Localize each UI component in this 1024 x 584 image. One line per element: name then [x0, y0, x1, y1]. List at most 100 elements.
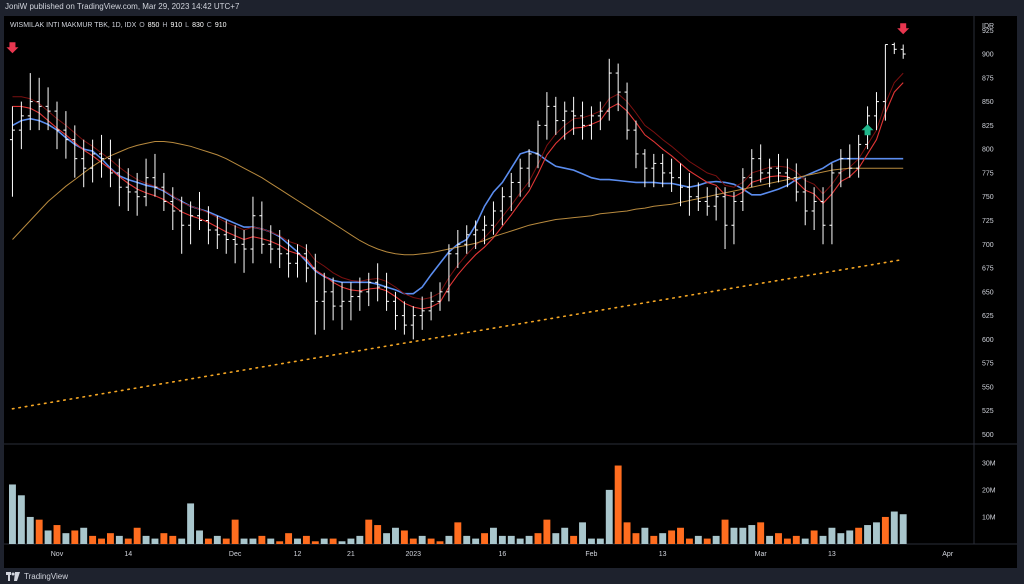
ohlc-bar	[170, 187, 176, 230]
volume-bar	[890, 511, 898, 544]
volume-bar	[864, 525, 872, 544]
high-label: H	[162, 22, 168, 29]
volume-bar	[418, 535, 426, 544]
ohlc-bar	[749, 149, 755, 188]
price-tick-label: 725	[982, 218, 994, 225]
moving-average-line	[12, 82, 904, 310]
volume-bar	[133, 527, 141, 544]
volume-bar	[659, 533, 667, 544]
ohlc-bar	[526, 149, 532, 188]
ohlc-bar	[588, 106, 594, 140]
volume-bar	[481, 533, 488, 544]
ohlc-bar	[678, 163, 684, 207]
volume-bar	[846, 530, 854, 544]
ohlc-bar	[321, 272, 327, 330]
volume-bar	[285, 533, 293, 544]
open-value: 850	[147, 22, 160, 29]
time-tick-label: 21	[347, 551, 355, 558]
ohlc-bar	[348, 282, 354, 321]
volume-tick-label: 30M	[982, 460, 996, 467]
volume-bar	[632, 533, 640, 544]
high-value: 910	[170, 22, 183, 29]
volume-bar	[204, 538, 212, 544]
volume-bar	[267, 538, 275, 544]
volume-bar	[650, 535, 658, 544]
low-label: L	[185, 22, 190, 29]
ohlc-bar	[312, 253, 318, 335]
volume-bar	[392, 527, 399, 544]
volume-bar	[881, 516, 889, 544]
time-tick-label: Nov	[51, 551, 64, 558]
ohlc-bar	[544, 92, 550, 140]
volume-bar	[730, 527, 738, 544]
ohlc-bar	[517, 158, 523, 197]
ohlc-bar	[802, 177, 808, 226]
ohlc-bar	[695, 182, 701, 211]
volume-bar	[151, 538, 159, 544]
close-label: C	[206, 22, 212, 29]
ohlc-bar	[882, 44, 888, 121]
volume-bar	[873, 522, 880, 544]
volume-bar	[347, 538, 355, 544]
volume-bar	[169, 535, 177, 544]
ohlc-bar	[72, 125, 78, 178]
volume-bar	[17, 495, 25, 544]
volume-bar	[142, 535, 150, 544]
volume-bar	[454, 522, 462, 544]
ohlc-bar	[490, 201, 496, 235]
ohlc-bar	[482, 215, 488, 245]
volume-bar	[178, 538, 186, 544]
ohlc-bar	[669, 158, 675, 192]
ohlc-bar	[838, 149, 844, 188]
volume-bar	[427, 538, 435, 544]
volume-bar	[605, 489, 613, 544]
ohlc-bar	[54, 101, 60, 150]
volume-bar	[365, 519, 373, 544]
ohlc-bar	[562, 101, 568, 140]
volume-bar	[329, 538, 337, 544]
ohlc-bar	[856, 134, 862, 178]
volume-bar	[338, 541, 346, 544]
volume-bar	[596, 538, 604, 544]
volume-bar	[490, 527, 497, 544]
ohlc-bar	[36, 77, 42, 131]
volume-bar	[26, 516, 34, 544]
volume-bar	[516, 538, 524, 544]
ohlc-bar	[179, 196, 185, 254]
tradingview-branding[interactable]: TradingView	[6, 569, 68, 583]
ohlc-bar	[651, 153, 657, 188]
price-tick-label: 775	[982, 170, 994, 177]
ohlc-bar	[891, 42, 897, 55]
ohlc-bar	[784, 158, 790, 188]
ohlc-bar	[455, 230, 461, 269]
volume-bar	[302, 535, 310, 544]
price-tick-label: 675	[982, 266, 994, 273]
ohlc-bar	[829, 163, 835, 245]
price-chart[interactable]: IDR 500 525 550 575 600 625 650 675 700 725 750 775 8…	[4, 16, 1017, 568]
volume-bar	[498, 535, 506, 544]
chart-area[interactable]: IDR 500 525 550 575 600 625 650 675 700 725 750 775 8…	[4, 16, 1017, 568]
close-value: 910	[214, 22, 227, 29]
volume-bar	[106, 533, 114, 544]
time-tick-label: 12	[294, 551, 302, 558]
ohlc-bar	[722, 187, 728, 250]
volume-bar	[249, 538, 257, 544]
volume-bar	[115, 535, 123, 544]
volume-bar	[561, 527, 569, 544]
price-tick-label: 525	[982, 408, 994, 415]
ohlc-bar	[259, 201, 265, 254]
ohlc-bar	[116, 158, 122, 207]
ohlc-bar	[384, 272, 390, 311]
ohlc-bar	[660, 153, 666, 188]
ohlc-bar	[606, 58, 612, 121]
time-tick-label: 13	[828, 551, 836, 558]
volume-bar	[534, 533, 542, 544]
ohlc-bar	[597, 101, 603, 131]
volume-bar	[231, 519, 239, 544]
time-tick-label: Dec	[229, 551, 242, 558]
time-tick-label: 16	[498, 551, 506, 558]
price-tick-label: 550	[982, 384, 994, 391]
volume-bar	[837, 533, 845, 544]
ohlc-bar	[642, 149, 648, 188]
